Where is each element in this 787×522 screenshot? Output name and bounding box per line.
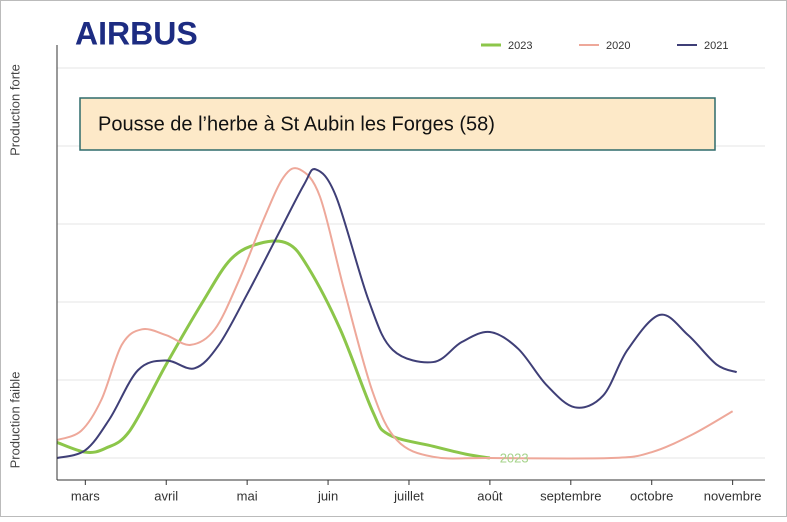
- x-tick-label: mai: [237, 488, 258, 503]
- title-box: [79, 97, 716, 151]
- annotation: 2023: [500, 450, 529, 465]
- x-tick-label: mars: [71, 488, 100, 503]
- legend-label: 2021: [704, 40, 728, 52]
- y-label-bottom: Production faible: [7, 372, 22, 469]
- x-tick-label: septembre: [540, 488, 601, 503]
- legend-label: 2020: [606, 40, 630, 52]
- x-tick-label: novembre: [704, 488, 762, 503]
- legend-label: 2023: [508, 40, 532, 52]
- brand-logo: AIRBUS: [75, 15, 198, 51]
- chart-title: Pousse de l’herbe à St Aubin les Forges …: [98, 113, 495, 135]
- lines: [56, 167, 738, 460]
- series-line: [56, 168, 738, 459]
- x-tick-label: juin: [317, 488, 338, 503]
- series-line: [56, 167, 734, 460]
- x-tick-label: octobre: [630, 488, 673, 503]
- x-tick-label: août: [477, 488, 503, 503]
- x-tick-label: juillet: [393, 488, 424, 503]
- y-label-top: Production forte: [7, 64, 22, 156]
- x-tick-label: avril: [154, 488, 178, 503]
